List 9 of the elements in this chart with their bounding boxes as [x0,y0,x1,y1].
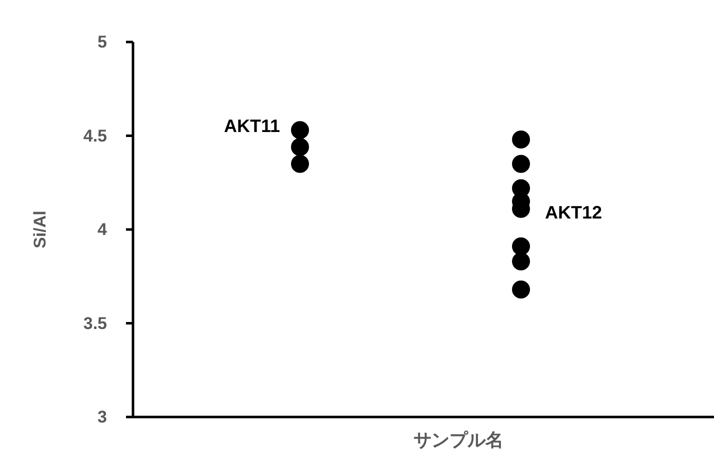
x-axis-title: サンプル名 [414,430,504,450]
y-axis-title: Si/Al [30,210,50,248]
x-tick-label: AKT11 [224,116,280,136]
y-tick-label: 4 [98,220,108,239]
y-tick-label: 3 [98,408,107,426]
x-tick-label: AKT12 [545,202,602,222]
y-tick-label: 3.5 [83,314,107,333]
y-tick-label: 4.5 [83,126,107,146]
y-tick-label: 5 [98,32,107,52]
